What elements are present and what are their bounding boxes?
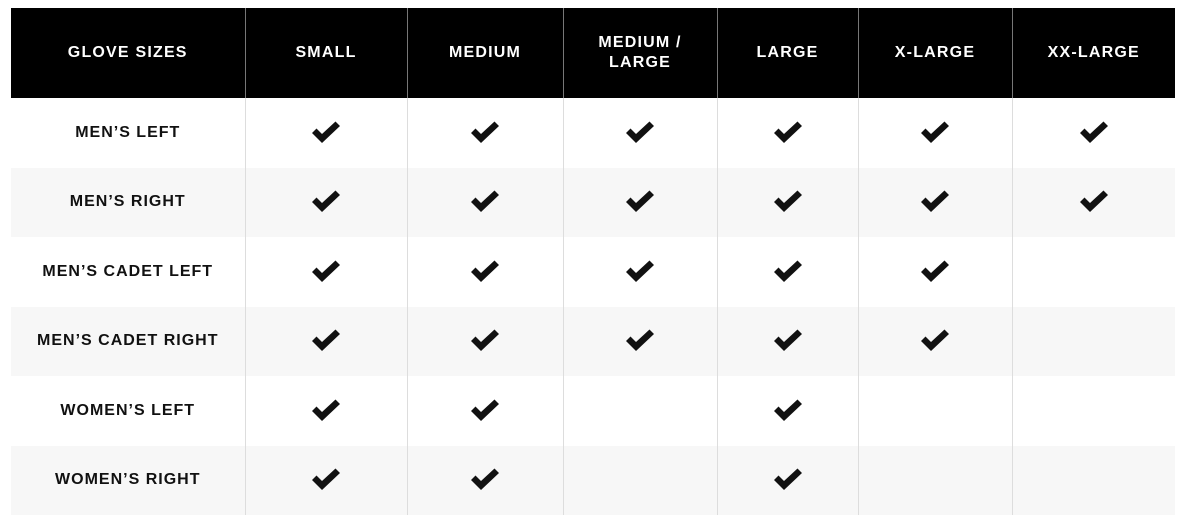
availability-cell xyxy=(562,237,717,307)
availability-cell xyxy=(406,98,563,168)
row-label: MEN’S CADET RIGHT xyxy=(11,306,245,376)
table-row: MEN’S CADET RIGHT xyxy=(11,306,1175,376)
row-label: MEN’S LEFT xyxy=(75,123,181,141)
checkmark-icon xyxy=(1079,190,1108,213)
row-label: WOMEN’S RIGHT xyxy=(11,445,245,515)
header-row: GLOVE SIZES SMALL MEDIUM MEDIUM / LARGE LARG… xyxy=(11,8,1175,98)
availability-cell xyxy=(562,98,717,168)
checkmark-icon xyxy=(773,260,802,282)
checkmark-icon xyxy=(312,329,340,352)
availability-cell xyxy=(716,306,858,376)
availability-cell xyxy=(562,376,717,446)
availability-cell xyxy=(857,167,1012,237)
checkmark-icon xyxy=(471,468,499,491)
column-header: XX-LARGE xyxy=(1011,8,1175,98)
checkmark-icon xyxy=(1079,121,1108,143)
availability-cell xyxy=(1011,306,1175,376)
checkmark-icon xyxy=(312,399,340,421)
availability-cell xyxy=(406,376,563,446)
checkmark-icon xyxy=(773,468,802,491)
checkmark-icon xyxy=(921,190,949,213)
availability-cell xyxy=(716,237,858,307)
checkmark-icon xyxy=(471,260,499,282)
table-row: MEN’S RIGHT xyxy=(11,167,1175,237)
row-label: MEN’S RIGHT xyxy=(11,167,245,237)
column-header: SMALL xyxy=(244,8,407,98)
availability-cell xyxy=(244,376,407,446)
availability-cell xyxy=(244,306,407,376)
row-label: WOMEN’S LEFT xyxy=(60,401,196,419)
checkmark-icon xyxy=(471,399,499,421)
availability-cell xyxy=(857,306,1012,376)
checkmark-icon xyxy=(626,260,654,282)
table-row: MEN’S LEFT xyxy=(11,98,1175,168)
availability-cell xyxy=(716,98,858,168)
availability-cell xyxy=(406,445,563,515)
availability-cell xyxy=(562,445,717,515)
availability-cell xyxy=(857,376,1012,446)
availability-cell xyxy=(1011,167,1175,237)
availability-cell xyxy=(406,167,563,237)
checkmark-icon xyxy=(773,121,802,143)
table-row: MEN’S CADET LEFT xyxy=(11,237,1175,307)
checkmark-icon xyxy=(626,121,654,143)
row-label: MEN’S CADET LEFT xyxy=(42,262,214,280)
availability-cell xyxy=(1011,445,1175,515)
checkmark-icon xyxy=(312,260,340,282)
availability-cell xyxy=(857,98,1012,168)
availability-cell xyxy=(562,167,717,237)
availability-cell xyxy=(244,445,407,515)
checkmark-icon xyxy=(471,121,499,143)
availability-cell xyxy=(1011,98,1175,168)
availability-cell xyxy=(244,98,407,168)
checkmark-icon xyxy=(626,190,654,213)
checkmark-icon xyxy=(312,121,340,143)
checkmark-icon xyxy=(773,329,802,352)
table-row: WOMEN’S LEFT xyxy=(11,376,1175,446)
availability-cell xyxy=(1011,237,1175,307)
checkmark-icon xyxy=(626,329,654,352)
availability-cell xyxy=(716,445,858,515)
availability-cell xyxy=(857,237,1012,307)
column-header: GLOVE SIZES xyxy=(11,8,245,98)
checkmark-icon xyxy=(773,399,802,421)
availability-cell xyxy=(406,306,563,376)
checkmark-icon xyxy=(312,468,340,491)
checkmark-icon xyxy=(312,190,340,213)
column-header: MEDIUM xyxy=(406,8,563,98)
checkmark-icon xyxy=(471,190,499,213)
checkmark-icon xyxy=(921,121,949,143)
availability-cell xyxy=(406,237,563,307)
column-header: X-LARGE xyxy=(857,8,1012,98)
column-header: MEDIUM / LARGE xyxy=(562,8,717,98)
checkmark-icon xyxy=(773,190,802,213)
availability-cell xyxy=(1011,376,1175,446)
checkmark-icon xyxy=(921,260,949,282)
availability-cell xyxy=(244,167,407,237)
availability-cell xyxy=(716,167,858,237)
availability-cell xyxy=(857,445,1012,515)
glove-size-table: GLOVE SIZES SMALL MEDIUM MEDIUM / LARGE LARG… xyxy=(11,8,1175,515)
availability-cell xyxy=(562,306,717,376)
column-header: LARGE xyxy=(716,8,858,98)
checkmark-icon xyxy=(921,329,949,352)
availability-cell xyxy=(244,237,407,307)
checkmark-icon xyxy=(471,329,499,352)
table-row: WOMEN’S RIGHT xyxy=(11,445,1175,515)
availability-cell xyxy=(716,376,858,446)
